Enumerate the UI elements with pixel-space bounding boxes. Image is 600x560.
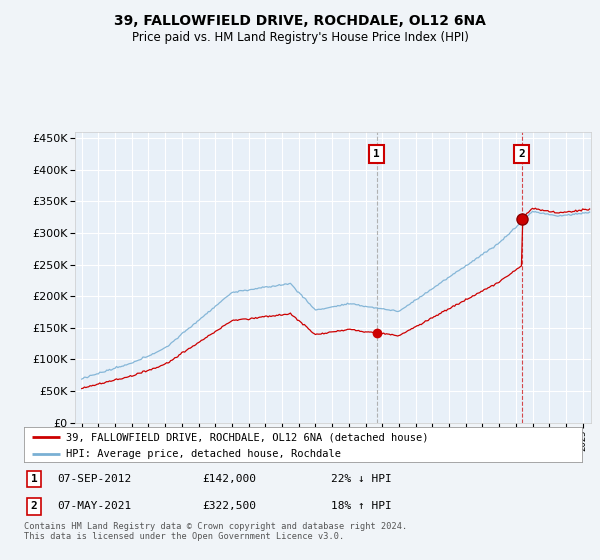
Text: 18% ↑ HPI: 18% ↑ HPI	[331, 501, 392, 511]
Text: 39, FALLOWFIELD DRIVE, ROCHDALE, OL12 6NA (detached house): 39, FALLOWFIELD DRIVE, ROCHDALE, OL12 6N…	[66, 432, 428, 442]
Text: £142,000: £142,000	[203, 474, 257, 484]
Text: 2: 2	[31, 501, 37, 511]
Text: 22% ↓ HPI: 22% ↓ HPI	[331, 474, 392, 484]
Text: HPI: Average price, detached house, Rochdale: HPI: Average price, detached house, Roch…	[66, 449, 341, 459]
Text: Price paid vs. HM Land Registry's House Price Index (HPI): Price paid vs. HM Land Registry's House …	[131, 31, 469, 44]
Text: 07-MAY-2021: 07-MAY-2021	[58, 501, 132, 511]
Text: 07-SEP-2012: 07-SEP-2012	[58, 474, 132, 484]
Text: 39, FALLOWFIELD DRIVE, ROCHDALE, OL12 6NA: 39, FALLOWFIELD DRIVE, ROCHDALE, OL12 6N…	[114, 14, 486, 28]
Text: 2: 2	[518, 149, 525, 158]
Text: 1: 1	[373, 149, 380, 158]
Text: 1: 1	[31, 474, 37, 484]
Text: Contains HM Land Registry data © Crown copyright and database right 2024.
This d: Contains HM Land Registry data © Crown c…	[24, 522, 407, 542]
Text: £322,500: £322,500	[203, 501, 257, 511]
